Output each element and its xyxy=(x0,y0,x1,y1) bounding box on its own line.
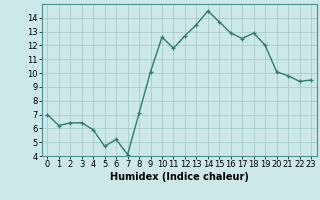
X-axis label: Humidex (Indice chaleur): Humidex (Indice chaleur) xyxy=(110,172,249,182)
